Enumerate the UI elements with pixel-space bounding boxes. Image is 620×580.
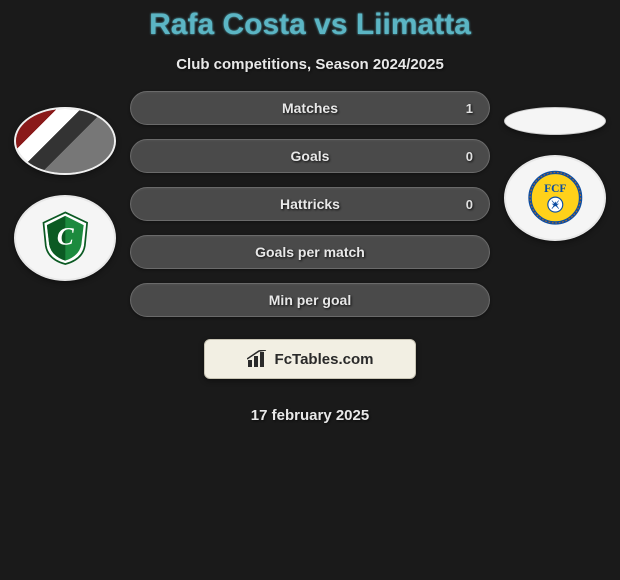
page-subtitle: Club competitions, Season 2024/2025 <box>0 56 620 73</box>
stat-label: Goals <box>291 148 330 164</box>
stat-list: Matches 1 Goals 0 Hattricks 0 Goals per … <box>130 91 490 424</box>
moreirense-crest-icon: C <box>31 209 100 266</box>
player-photo-placeholder <box>16 109 114 173</box>
source-badge: FcTables.com <box>204 339 416 379</box>
right-player-column: FCF <box>500 91 610 241</box>
stat-label: Goals per match <box>255 244 365 260</box>
page-title: Rafa Costa vs Liimatta <box>0 8 620 42</box>
stat-label: Matches <box>282 100 338 116</box>
comparison-layout: C Matches 1 Goals 0 Hattricks 0 Goals pe… <box>0 91 620 424</box>
stat-value: 0 <box>466 197 473 212</box>
left-club-crest: C <box>14 195 116 281</box>
left-player-photo <box>14 107 116 175</box>
stat-row-hattricks: Hattricks 0 <box>130 187 490 221</box>
date-text: 17 february 2025 <box>251 407 369 424</box>
right-player-photo-empty <box>504 107 606 135</box>
stat-value: 0 <box>466 149 473 164</box>
svg-text:C: C <box>57 223 75 251</box>
stat-label: Hattricks <box>280 196 340 212</box>
stat-label: Min per goal <box>269 292 351 308</box>
left-player-column: C <box>10 91 120 281</box>
stat-row-min-per-goal: Min per goal <box>130 283 490 317</box>
stat-row-goals-per-match: Goals per match <box>130 235 490 269</box>
svg-text:FCF: FCF <box>544 183 566 195</box>
famalicao-crest-icon: FCF <box>521 169 590 226</box>
right-club-crest: FCF <box>504 155 606 241</box>
source-text: FcTables.com <box>275 351 374 368</box>
stat-value: 1 <box>466 101 473 116</box>
bar-chart-icon <box>247 350 269 368</box>
stat-row-matches: Matches 1 <box>130 91 490 125</box>
stat-row-goals: Goals 0 <box>130 139 490 173</box>
